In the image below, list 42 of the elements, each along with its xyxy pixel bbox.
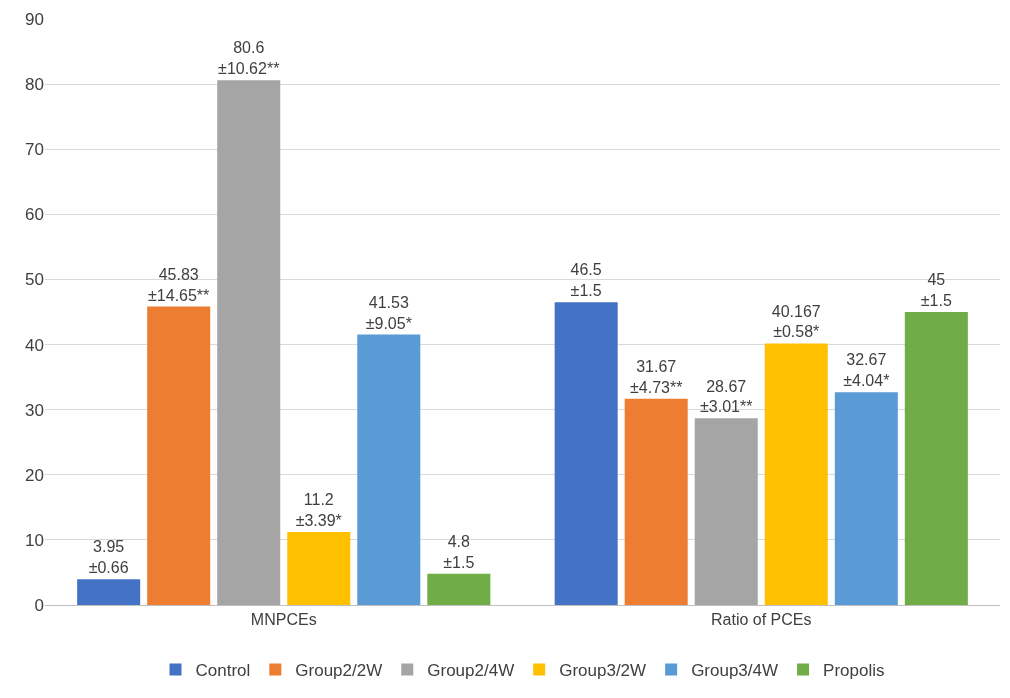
data-label: 31.67 ±4.73** [630,357,683,396]
data-label: 3.95 ±0.66 [88,538,129,577]
data-label: 28.67 ±3.01** [700,377,753,416]
y-tick-label: 40 [25,335,44,355]
x-tick-label: Ratio of PCEs [711,611,812,629]
bar [834,392,898,605]
data-label: 32.67 ±4.04* [843,351,890,390]
bar [287,532,351,605]
data-label: 80.6 ±10.62** [218,39,280,78]
legend-label: Group3/4W [691,661,779,681]
bar [764,343,828,605]
data-label: 45 ±1.5 [920,271,952,309]
y-tick-label: 50 [25,270,44,290]
bar [694,418,758,605]
y-tick-label: 10 [25,530,44,550]
bar [554,302,618,605]
bar [904,312,968,605]
y-tick-label: 70 [25,140,44,160]
y-tick-label: 80 [25,75,44,95]
y-tick-label: 0 [34,595,44,615]
bar [427,573,491,605]
bar [357,334,421,605]
data-label: 45.83 ±14.65** [148,265,210,304]
legend-label: Group2/2W [295,661,383,681]
y-tick-label: 20 [25,465,44,485]
legend-label: Propolis [823,661,885,681]
legend-label: Control [195,661,251,681]
data-label: 11.2 ±3.39* [295,491,342,530]
data-label: 4.8 ±1.5 [443,532,475,571]
y-tick-label: 30 [25,400,44,420]
bar [77,579,141,605]
y-tick-label: 60 [25,205,44,225]
legend-label: Group3/2W [559,661,647,681]
data-label: 41.53 ±9.05* [365,293,412,332]
bar [147,306,211,605]
bar [624,398,688,605]
data-label: 46.5 ±1.5 [570,261,602,300]
bar [217,80,281,605]
legend-label: Group2/4W [427,661,515,681]
x-tick-label: MNPCEs [250,611,317,629]
data-label: 40.167 ±0.58* [771,302,821,341]
y-tick-label: 90 [25,9,44,29]
